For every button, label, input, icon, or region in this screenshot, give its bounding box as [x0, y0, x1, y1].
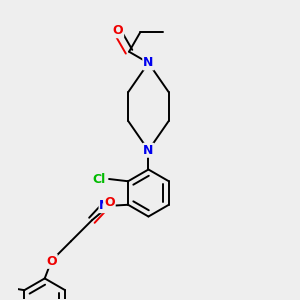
Text: H: H — [100, 201, 107, 210]
Text: N: N — [143, 144, 154, 157]
Text: N: N — [99, 200, 110, 212]
Text: O: O — [46, 255, 57, 268]
Text: O: O — [112, 24, 123, 37]
Text: Cl: Cl — [93, 172, 106, 185]
Text: N: N — [143, 56, 154, 69]
Text: O: O — [104, 196, 115, 209]
